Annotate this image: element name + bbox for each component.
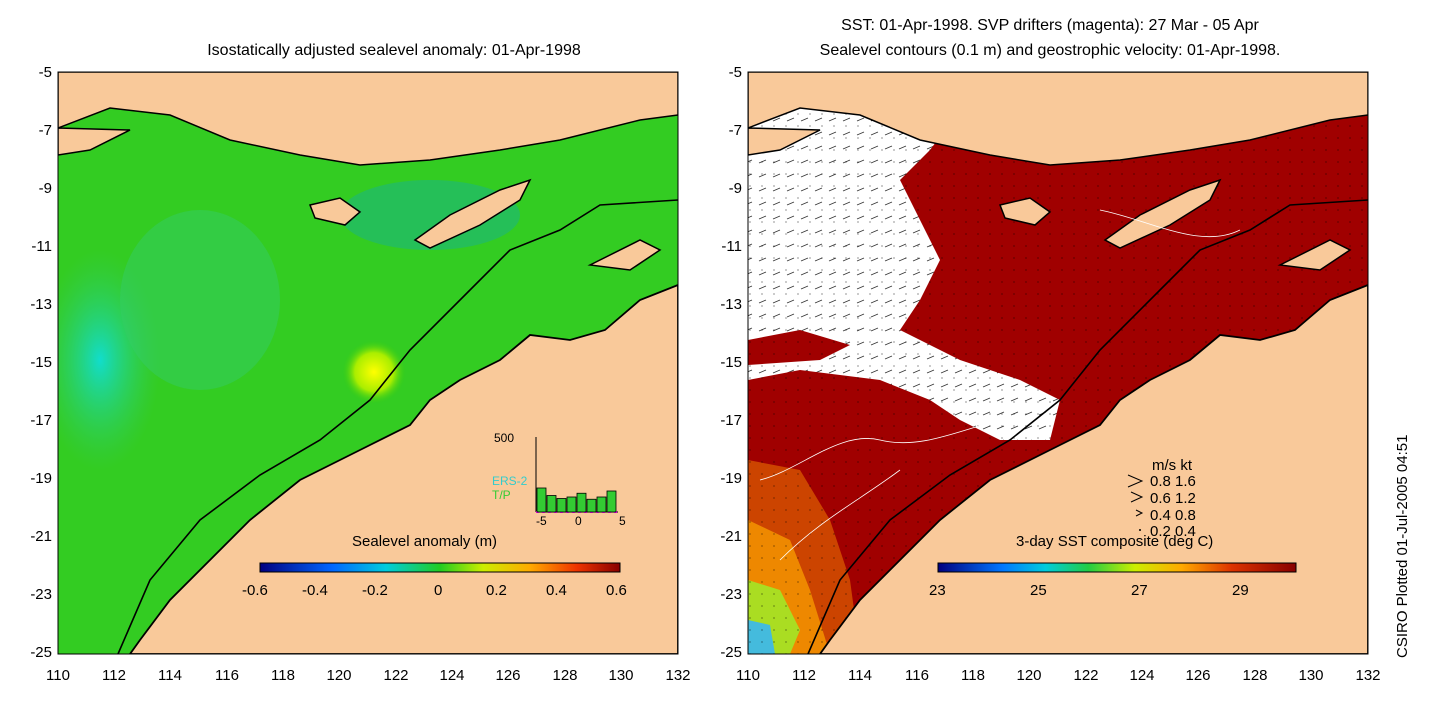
right-map-title-line1: SST: 01-Apr-1998. SVP drifters (magenta)… — [841, 17, 1259, 34]
y-tick: -23 — [30, 586, 52, 603]
x-tick: 126 — [495, 667, 521, 684]
x-tick: 120 — [326, 667, 352, 684]
right-map — [748, 72, 1368, 654]
inset-histogram — [535, 437, 618, 513]
y-tick: -15 — [720, 354, 742, 371]
x-tick: 112 — [792, 667, 816, 684]
right-colorbar-label: 3-day SST composite (deg C) — [1016, 533, 1214, 550]
colorbar-tick: 29 — [1232, 582, 1249, 599]
y-tick: -19 — [30, 470, 52, 487]
colorbar-tick: 23 — [929, 582, 946, 599]
left-colorbar — [259, 562, 621, 573]
colorbar-tick: 0 — [434, 582, 443, 599]
inset-ymax-label: 500 — [494, 431, 515, 445]
y-tick: -17 — [720, 412, 742, 429]
inset-xtick: 5 — [619, 514, 626, 528]
velocity-legend-row: 0.6 1.2 — [1150, 490, 1196, 507]
colorbar-tick: 25 — [1030, 582, 1047, 599]
velocity-legend-row: 0.8 1.6 — [1150, 473, 1196, 490]
left-colorbar-label: Sealevel anomaly (m) — [352, 533, 498, 550]
inset-bar — [566, 496, 577, 513]
x-tick: 110 — [46, 667, 70, 684]
x-tick: 132 — [1355, 667, 1381, 684]
velocity-legend-arrows — [1127, 474, 1144, 531]
y-tick: -23 — [720, 586, 742, 603]
x-tick: 114 — [158, 667, 182, 684]
x-tick: 114 — [848, 667, 872, 684]
y-tick: -25 — [30, 644, 52, 661]
velocity-legend-header: m/s kt — [1152, 457, 1192, 474]
inset-xtick: -5 — [536, 514, 547, 528]
colorbar-tick: 0.2 — [486, 582, 507, 599]
inset-bar — [576, 492, 587, 513]
y-tick: -21 — [30, 528, 52, 545]
x-tick: 118 — [271, 667, 295, 684]
colorbar-tick: -0.6 — [242, 582, 268, 599]
inset-bar — [586, 498, 597, 513]
inset-bar — [536, 487, 547, 513]
x-tick: 132 — [665, 667, 691, 684]
y-tick: -7 — [728, 122, 742, 139]
y-tick: -11 — [721, 238, 742, 255]
x-tick: 112 — [102, 667, 126, 684]
y-tick: -11 — [31, 238, 52, 255]
y-tick: -9 — [38, 180, 52, 197]
y-tick: -7 — [38, 122, 52, 139]
x-tick: 128 — [1242, 667, 1268, 684]
left-map — [58, 72, 678, 654]
y-tick: -21 — [720, 528, 742, 545]
y-tick: -5 — [728, 64, 742, 81]
x-tick: 122 — [1073, 667, 1099, 684]
velocity-legend-row: 0.4 0.8 — [1150, 507, 1196, 524]
y-tick: -17 — [30, 412, 52, 429]
y-tick: -19 — [720, 470, 742, 487]
y-tick: -25 — [720, 644, 742, 661]
inset-bar — [546, 495, 557, 513]
x-tick: 128 — [552, 667, 578, 684]
inset-legend-ers2: ERS-2 — [492, 474, 528, 488]
x-tick: 110 — [736, 667, 760, 684]
inset-legend-tp: T/P — [492, 488, 511, 502]
colorbar-tick: 0.6 — [606, 582, 627, 599]
inset-bar — [606, 490, 617, 513]
x-tick: 124 — [439, 667, 465, 684]
left-map-title: Isostatically adjusted sealevel anomaly:… — [207, 42, 581, 59]
x-tick: 130 — [608, 667, 634, 684]
y-tick: -5 — [38, 64, 52, 81]
x-tick: 116 — [905, 667, 929, 684]
velocity-legend-row: 0.2 0.4 — [1150, 523, 1196, 540]
inset-bar — [596, 496, 607, 513]
colorbar-tick: 27 — [1131, 582, 1148, 599]
inset-xtick: 0 — [575, 514, 582, 528]
colorbar-tick: 0.4 — [546, 582, 567, 599]
x-tick: 122 — [383, 667, 409, 684]
y-tick: -13 — [30, 296, 52, 313]
y-tick: -15 — [30, 354, 52, 371]
credit-text: CSIRO Plotted 01-Jul-2005 04:51 — [1394, 434, 1411, 658]
colorbar-tick: -0.4 — [302, 582, 328, 599]
colorbar-tick: -0.2 — [362, 582, 388, 599]
x-tick: 120 — [1016, 667, 1042, 684]
inset-bar — [556, 498, 567, 513]
right-colorbar — [937, 562, 1297, 573]
x-tick: 118 — [961, 667, 985, 684]
right-map-title-line2: Sealevel contours (0.1 m) and geostrophi… — [819, 42, 1281, 59]
x-tick: 124 — [1129, 667, 1155, 684]
y-tick: -13 — [720, 296, 742, 313]
x-tick: 126 — [1185, 667, 1211, 684]
x-tick: 130 — [1298, 667, 1324, 684]
y-tick: -9 — [728, 180, 742, 197]
x-tick: 116 — [215, 667, 239, 684]
